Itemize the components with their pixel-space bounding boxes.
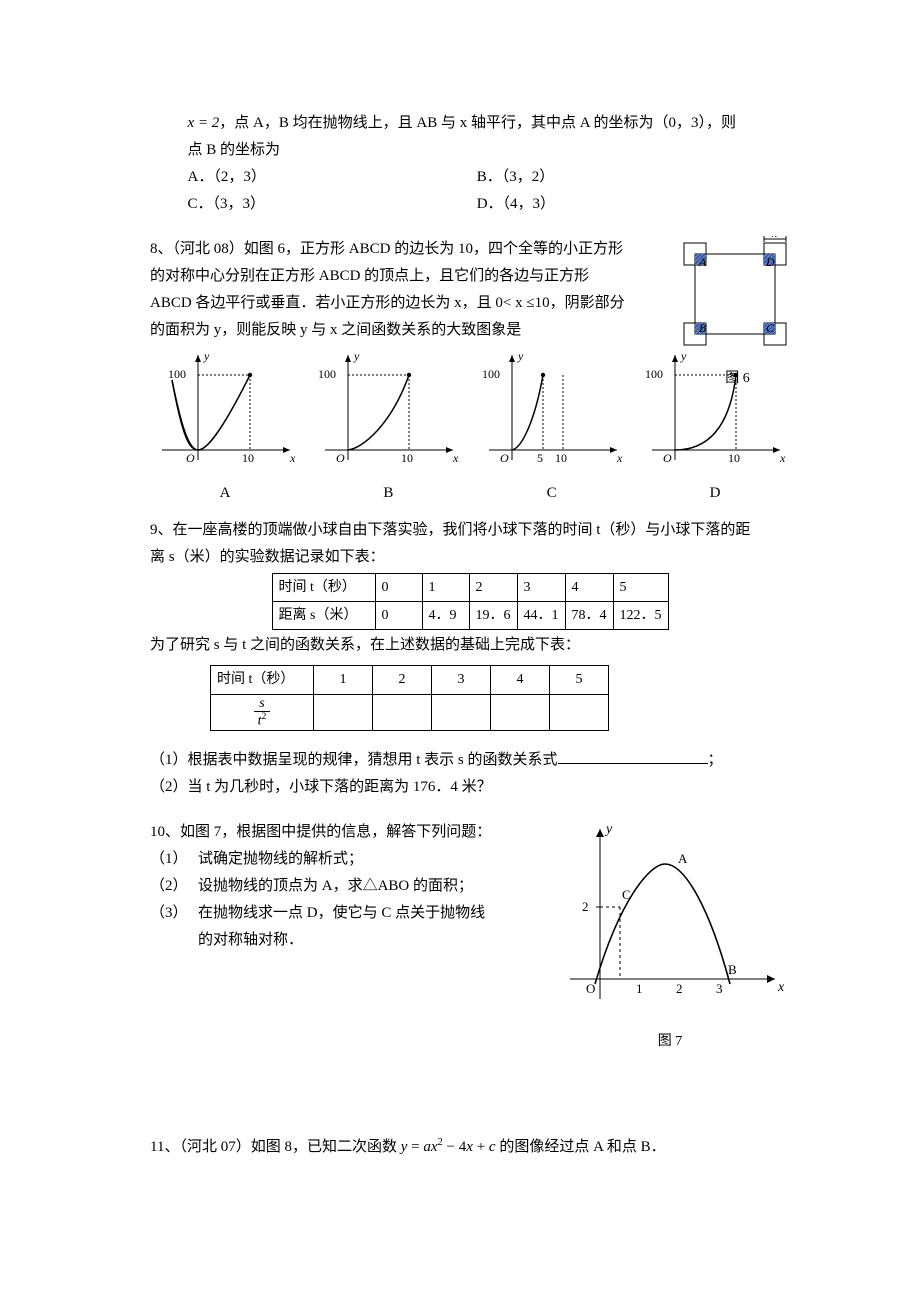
- q8-graph-b: O x y 100 10 B: [313, 350, 463, 507]
- svg-text:x: x: [289, 451, 296, 465]
- q9-blank: [558, 748, 708, 764]
- svg-text:100: 100: [318, 367, 336, 381]
- q9-table2: 时间 t（秒） 1 2 3 4 5 st2: [210, 665, 609, 731]
- fig7-caption: 图 7: [550, 1029, 790, 1054]
- fig6-x-label: x: [771, 236, 778, 240]
- svg-text:O: O: [586, 981, 595, 996]
- figure-6: x A D B C 图 6: [675, 236, 800, 391]
- svg-text:10: 10: [555, 451, 567, 465]
- q8-opt-a-label: A: [150, 480, 300, 507]
- svg-text:y: y: [604, 822, 613, 837]
- svg-text:y: y: [203, 350, 210, 363]
- q8-number: 8、: [150, 241, 173, 257]
- svg-text:10: 10: [242, 451, 254, 465]
- figure-7: x y O 1 2 3 2 C A B 图 7: [550, 819, 790, 1054]
- svg-text:B: B: [728, 962, 737, 977]
- svg-text:100: 100: [168, 367, 186, 381]
- svg-text:y: y: [517, 350, 524, 363]
- svg-text:3: 3: [716, 981, 723, 996]
- svg-text:C: C: [622, 887, 631, 902]
- q9-sub1: （1）根据表中数据呈现的规律，猜想用 t 表示 s 的函数关系式；: [150, 747, 790, 774]
- svg-text:O: O: [500, 451, 509, 465]
- q9-table1: 时间 t（秒） 0 1 2 3 4 5 距离 s（米） 0 4．9 19．6 4…: [272, 573, 669, 630]
- q7-option-a: A．（2，3）: [188, 164, 477, 191]
- q10-number: 10、: [150, 824, 180, 840]
- svg-text:A: A: [678, 851, 688, 866]
- q7-options: A．（2，3） B．（3，2） C．（3，3） D．（4，3）: [150, 164, 790, 218]
- svg-text:100: 100: [645, 367, 663, 381]
- svg-text:x: x: [779, 451, 786, 465]
- svg-text:O: O: [186, 451, 195, 465]
- fig6-D: D: [765, 255, 775, 269]
- svg-text:x: x: [777, 980, 785, 995]
- fig6-B: B: [699, 321, 707, 335]
- q7-option-d: D．（4，3）: [477, 191, 766, 218]
- q8-source: （河北 08）: [173, 241, 244, 257]
- svg-text:10: 10: [728, 451, 740, 465]
- svg-text:O: O: [663, 451, 672, 465]
- svg-text:x: x: [452, 451, 459, 465]
- q8-opt-b-label: B: [313, 480, 463, 507]
- svg-text:1: 1: [636, 981, 643, 996]
- q11-number: 11、: [150, 1139, 179, 1155]
- svg-text:100: 100: [482, 367, 500, 381]
- q8-graph-a: O x y 100 10 O x y 100 10: [150, 350, 300, 507]
- q8: 8、（河北 08）如图 6，正方形 ABCD 的边长为 10，四个全等的小正方形…: [150, 236, 790, 344]
- svg-text:2: 2: [582, 899, 589, 914]
- q9-sub2: （2）当 t 为几秒时，小球下落的距离为 176．4 米？: [150, 774, 790, 801]
- q8-opt-d-label: D: [640, 480, 790, 507]
- svg-text:y: y: [353, 350, 360, 363]
- q9: 9、在一座高楼的顶端做小球自由下落实验，我们将小球下落的时间 t（秒）与小球下落…: [150, 517, 790, 571]
- q7-stem: x = 2，点 A，B 均在抛物线上，且 AB 与 x 轴平行，其中点 A 的坐…: [150, 110, 790, 164]
- q11-source: （河北 07）: [179, 1139, 250, 1155]
- q9-frac-cell: st2: [211, 694, 314, 730]
- svg-text:10: 10: [401, 451, 413, 465]
- svg-text:5: 5: [537, 451, 543, 465]
- q8-opt-c-label: C: [477, 480, 627, 507]
- q9-mid: 为了研究 s 与 t 之间的函数关系，在上述数据的基础上完成下表：: [150, 632, 790, 659]
- q7-option-b: B．（3，2）: [477, 164, 766, 191]
- svg-text:O: O: [336, 451, 345, 465]
- svg-text:x: x: [616, 451, 623, 465]
- svg-text:2: 2: [676, 981, 683, 996]
- fig6-A: A: [698, 255, 707, 269]
- q11: 11、（河北 07）如图 8，已知二次函数 y = ax2 − 4x + c 的…: [150, 1134, 790, 1161]
- q7-formula: x = 2: [188, 115, 220, 131]
- q8-graph-c: O x y 100 5 10 C: [477, 350, 627, 507]
- fig6-caption: 图 6: [675, 366, 800, 391]
- q10: 10、如图 7，根据图中提供的信息，解答下列问题： （1）试确定抛物线的解析式；…: [150, 819, 790, 1054]
- fig6-C: C: [766, 321, 775, 335]
- q7-option-c: C．（3，3）: [188, 191, 477, 218]
- q9-number: 9、: [150, 522, 173, 538]
